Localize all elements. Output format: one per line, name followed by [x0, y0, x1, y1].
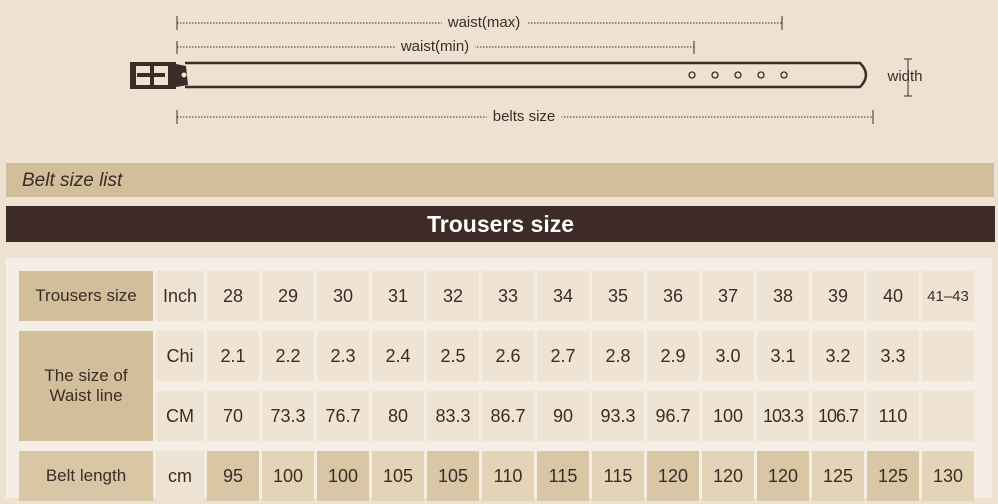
value-cell: 3.3 — [867, 331, 919, 381]
value-cell: 100 — [317, 451, 369, 501]
value-cell: 125 — [812, 451, 864, 501]
value-cell: 105 — [427, 451, 479, 501]
row-header-waist: The size of Waist line — [19, 331, 153, 441]
value-cell: 106.7 — [812, 391, 864, 441]
value-cell: 105 — [372, 451, 424, 501]
value-cell: 130 — [922, 451, 974, 501]
value-cell: 83.3 — [427, 391, 479, 441]
value-cell: 76.7 — [317, 391, 369, 441]
value-cell — [922, 331, 974, 381]
value-cell: 125 — [867, 451, 919, 501]
value-cell: 41–43 — [922, 271, 974, 321]
table-row-belt-length: Belt length cm 95 100 100 105 105 110 115 115 12… — [19, 451, 974, 501]
value-cell: 36 — [647, 271, 699, 321]
value-cell: 30 — [317, 271, 369, 321]
value-cell: 2.7 — [537, 331, 589, 381]
row-header: Trousers size — [19, 271, 153, 321]
belt-illustration — [130, 16, 912, 124]
value-cell: 32 — [427, 271, 479, 321]
value-cell: 95 — [207, 451, 259, 501]
waist-label-line1: The size of — [44, 366, 128, 385]
list-title: Belt size list — [22, 170, 123, 191]
row-header: Belt length — [19, 451, 153, 501]
value-cell: 110 — [867, 391, 919, 441]
value-cell: 110 — [482, 451, 534, 501]
value-cell: 86.7 — [482, 391, 534, 441]
width-label: width — [887, 68, 923, 85]
value-cell: 3.1 — [757, 331, 809, 381]
unit-cell: Chi — [156, 331, 204, 381]
value-cell: 80 — [372, 391, 424, 441]
value-cell: 40 — [867, 271, 919, 321]
waist-min-label: waist(min) — [394, 38, 476, 55]
value-cell: 29 — [262, 271, 314, 321]
value-cell: 2.4 — [372, 331, 424, 381]
value-cell: 115 — [537, 451, 589, 501]
value-cell: 93.3 — [592, 391, 644, 441]
waist-label-line2: Waist line — [49, 386, 123, 405]
belt-size-list-bar: Belt size list — [6, 163, 994, 197]
value-cell: 31 — [372, 271, 424, 321]
value-cell: 120 — [757, 451, 809, 501]
value-cell: 28 — [207, 271, 259, 321]
table-title: Trousers size — [6, 206, 995, 242]
value-cell: 115 — [592, 451, 644, 501]
value-cell: 2.5 — [427, 331, 479, 381]
belts-size-label: belts size — [486, 108, 562, 125]
value-cell: 73.3 — [262, 391, 314, 441]
value-cell: 90 — [537, 391, 589, 441]
unit-cell: Inch — [156, 271, 204, 321]
size-table: Trousers size Inch 28 29 30 31 32 33 34 35 36 37 3… — [16, 268, 977, 504]
value-cell: 33 — [482, 271, 534, 321]
belt-diagram: waist(max) waist(min) belts size width — [0, 0, 998, 150]
unit-cell: CM — [156, 391, 204, 441]
table-row-trousers-size: Trousers size Inch 28 29 30 31 32 33 34 35 36 37 3… — [19, 271, 974, 321]
value-cell: 2.6 — [482, 331, 534, 381]
value-cell: 100 — [262, 451, 314, 501]
value-cell: 103.3 — [757, 391, 809, 441]
unit-cell: cm — [156, 451, 204, 501]
value-cell: 100 — [702, 391, 754, 441]
waist-max-label: waist(max) — [441, 14, 527, 31]
value-cell: 70 — [207, 391, 259, 441]
value-cell: 120 — [647, 451, 699, 501]
value-cell: 2.1 — [207, 331, 259, 381]
value-cell: 34 — [537, 271, 589, 321]
value-cell: 37 — [702, 271, 754, 321]
table-row-waist-cm: CM 70 73.3 76.7 80 83.3 86.7 90 93.3 96.7 100 103.… — [19, 391, 974, 441]
value-cell: 3.2 — [812, 331, 864, 381]
value-cell: 120 — [702, 451, 754, 501]
value-cell: 39 — [812, 271, 864, 321]
value-cell: 38 — [757, 271, 809, 321]
value-cell: 96.7 — [647, 391, 699, 441]
value-cell: 2.2 — [262, 331, 314, 381]
value-cell — [922, 391, 974, 441]
value-cell: 35 — [592, 271, 644, 321]
value-cell: 2.3 — [317, 331, 369, 381]
value-cell: 2.9 — [647, 331, 699, 381]
table-row-waist-chi: The size of Waist line Chi 2.1 2.2 2.3 2.4 2… — [19, 331, 974, 441]
value-cell: 3.0 — [702, 331, 754, 381]
value-cell: 2.8 — [592, 331, 644, 381]
